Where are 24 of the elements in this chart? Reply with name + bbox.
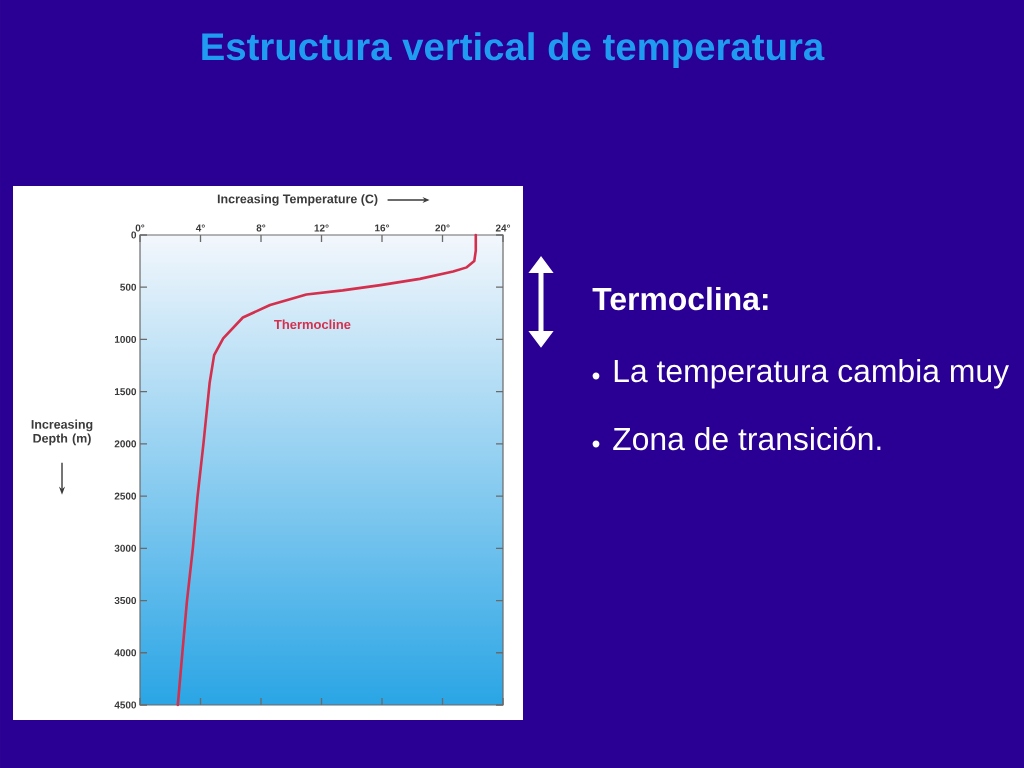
y-tick-label: 3000 bbox=[114, 544, 137, 552]
x-tick-label: 8° bbox=[256, 224, 266, 232]
x-tick-label: 4° bbox=[195, 224, 205, 232]
y-tick-label: 4000 bbox=[114, 649, 137, 657]
x-tick-label: 24° bbox=[495, 224, 511, 232]
text: Termoclina: bbox=[592, 286, 768, 311]
x-tick-label: 16° bbox=[375, 224, 390, 232]
y-tick-label: 1500 bbox=[114, 388, 137, 396]
y-tick-label: 2000 bbox=[114, 440, 137, 448]
x-tick-label: 20° bbox=[435, 224, 450, 232]
text: Zona de transición. bbox=[613, 426, 881, 451]
annotation: Thermocline bbox=[274, 319, 351, 330]
x-axis-title: Increasing Temperature (C) bbox=[217, 194, 378, 206]
x-tick-label: 0° bbox=[135, 224, 145, 232]
chart-title: Estructura vertical de temperatura bbox=[202, 32, 825, 68]
y-tick-label: 0 bbox=[131, 231, 137, 239]
y-tick-label: 3500 bbox=[114, 597, 137, 605]
y-tick-label: 500 bbox=[120, 283, 137, 291]
y-axis-title: Increasing Depth (m) bbox=[31, 419, 93, 446]
y-tick-label: 1000 bbox=[114, 335, 137, 343]
x-tick-label: 12° bbox=[314, 224, 329, 232]
y-tick-label: 2500 bbox=[114, 492, 137, 500]
text: La temperatura cambia muy bbox=[614, 358, 1009, 389]
y-tick-label: 4500 bbox=[114, 701, 137, 709]
